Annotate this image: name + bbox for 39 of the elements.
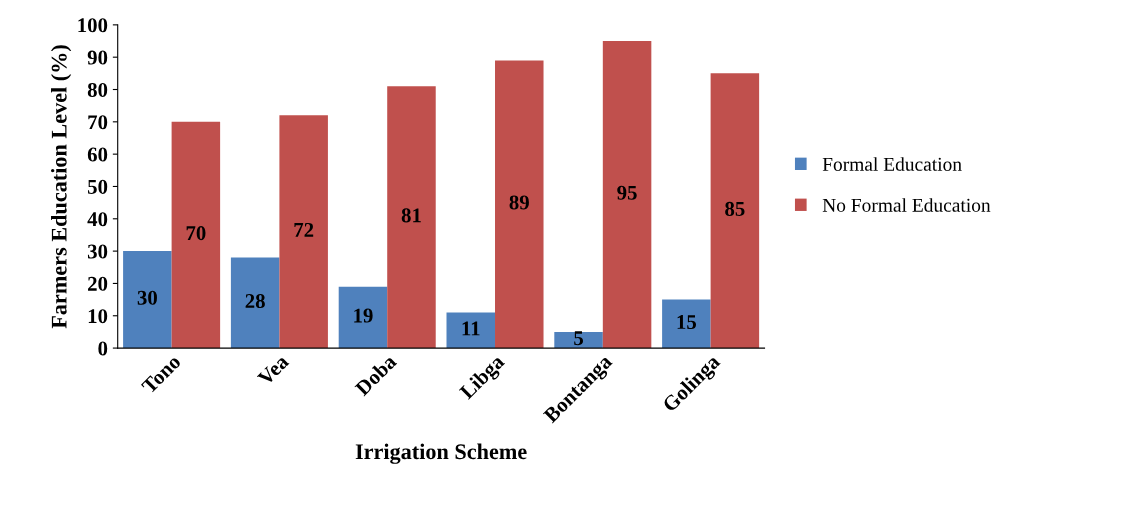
y-tick-label: 80 — [87, 82, 108, 97]
y-tick-label: 70 — [88, 115, 108, 130]
data-label: 5 — [574, 331, 584, 346]
legend-label: No Formal Education — [822, 198, 991, 212]
legend-label: Formal Education — [822, 157, 962, 171]
y-tick-label: 10 — [88, 309, 108, 324]
y-tick-label: 100 — [78, 18, 108, 33]
bar — [338, 286, 388, 349]
data-label: 15 — [677, 315, 697, 330]
data-label: 95 — [617, 185, 637, 200]
bar — [662, 299, 711, 349]
data-label: 81 — [401, 208, 421, 223]
data-label: 28 — [245, 293, 265, 309]
y-tick-label: 30 — [87, 244, 108, 259]
data-label: 11 — [462, 321, 480, 336]
bar — [602, 41, 652, 349]
data-label: 72 — [294, 222, 314, 237]
data-label: 89 — [509, 195, 529, 210]
y-tick-label: 90 — [87, 50, 108, 65]
y-axis-title: Farmers Education Level (%) — [51, 45, 72, 329]
bar — [171, 121, 221, 349]
bar — [710, 73, 760, 349]
bar — [279, 115, 328, 349]
bar — [387, 86, 436, 349]
data-label: 30 — [137, 290, 157, 305]
x-tick-label: Vea — [256, 353, 290, 387]
y-tick-label: 40 — [87, 212, 108, 227]
data-label: 19 — [354, 308, 373, 323]
x-tick-label: Tono — [141, 354, 182, 395]
y-tick-label: 20 — [88, 276, 108, 291]
y-tick-label: 60 — [87, 147, 108, 162]
bar — [123, 251, 172, 349]
bar — [230, 257, 280, 349]
y-tick-label: 50 — [87, 179, 108, 194]
x-axis-title: Irrigation Scheme — [355, 443, 527, 464]
bar — [495, 60, 544, 349]
y-tick-label: 0 — [98, 341, 108, 356]
data-label: 85 — [725, 201, 745, 216]
data-label: 70 — [186, 226, 206, 241]
